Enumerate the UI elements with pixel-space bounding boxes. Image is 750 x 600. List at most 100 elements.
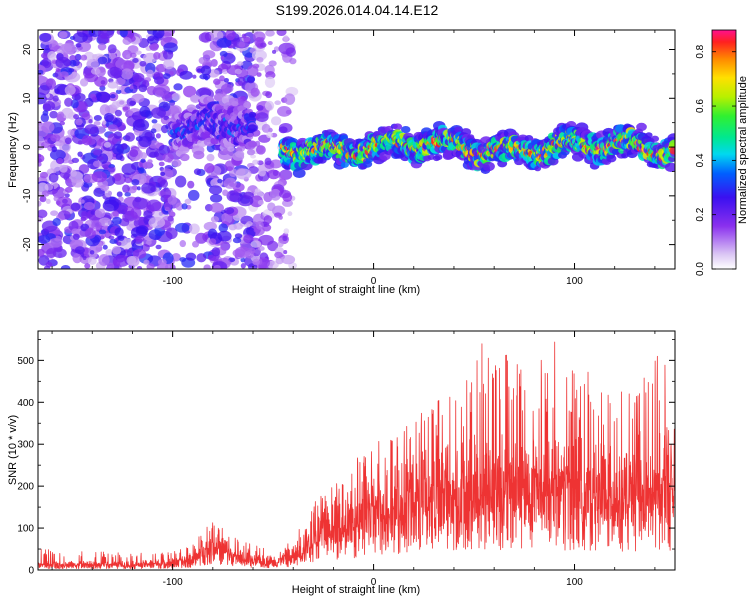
heatmap-cell (270, 116, 282, 126)
heatmap-cell (102, 244, 108, 250)
heatmap-cell (139, 106, 151, 117)
heatmap-cell (155, 133, 161, 139)
heatmap-cell (217, 230, 232, 242)
heatmap-cell (195, 232, 208, 244)
heatmap-cell (74, 92, 86, 102)
heatmap-cell (120, 68, 134, 80)
heatmap-cell (219, 50, 228, 58)
heatmap-cell (135, 50, 142, 55)
heatmap-cell (636, 122, 647, 132)
heatmap-cell (38, 125, 49, 138)
snr-panel: -100 0 100 0 100 200 300 400 500 Height of strai… (7, 330, 676, 596)
heatmap-cell (79, 78, 89, 87)
heatmap-cell (606, 154, 617, 163)
heatmap-cell (89, 250, 95, 255)
heatmap-cell (264, 76, 276, 88)
heatmap-cell (115, 77, 126, 86)
heatmap-cell (467, 134, 475, 140)
heatmap-cell (246, 221, 253, 227)
heatmap-cell (107, 81, 119, 89)
heatmap-cell (70, 169, 77, 177)
heatmap-cell (650, 135, 660, 142)
heatmap-cell (240, 263, 246, 269)
y-tick-label: 200 (17, 482, 34, 493)
heatmap-cell (249, 247, 256, 254)
heatmap-cell (90, 68, 101, 75)
heatmap-cell (146, 69, 155, 78)
heatmap-cell (129, 84, 134, 90)
heatmap-cell (664, 162, 675, 173)
heatmap-cell (179, 240, 187, 248)
heatmap-cell (283, 250, 288, 255)
heatmap-cell (139, 60, 147, 67)
heatmap-cell (264, 157, 272, 166)
heatmap-cell (179, 257, 187, 262)
heatmap-cell (122, 106, 129, 111)
heatmap-cell (64, 97, 73, 107)
heatmap-cell (173, 83, 183, 91)
snr-x-label: Height of straight line (km) (292, 584, 420, 596)
heatmap-cell (257, 199, 264, 206)
colorbar-label: Normalized spectral amplitude (737, 76, 749, 224)
heatmap-cell (138, 167, 145, 174)
heatmap-cell (282, 235, 288, 242)
heatmap-cell (150, 107, 166, 119)
heatmap-cell (112, 210, 119, 217)
heatmap-cell (223, 207, 235, 215)
heatmap-cell (74, 53, 82, 61)
heatmap-cell (206, 96, 214, 102)
heatmap-cell (260, 42, 267, 48)
heatmap-cell (669, 139, 675, 148)
heatmap-cell (131, 93, 145, 103)
heatmap-cell (138, 84, 148, 93)
heatmap-cell (250, 87, 260, 97)
heatmap-cell (256, 105, 264, 111)
heatmap-cell (107, 44, 117, 54)
heatmap-cell (73, 113, 80, 120)
heatmap-cell (64, 137, 72, 145)
heatmap-cell (226, 190, 240, 202)
heatmap-cell (235, 168, 252, 180)
heatmap-cell (135, 225, 149, 235)
heatmap-cell (255, 145, 266, 155)
heatmap-cell (60, 265, 71, 269)
heatmap-cell (193, 168, 202, 176)
colorbar: 0.0 0.2 0.4 0.6 0.8 Normalized spectral ampl… (695, 29, 749, 276)
heatmap-cell (135, 235, 145, 243)
heatmap-cell (175, 202, 184, 211)
heatmap-cell (38, 69, 44, 75)
heatmap-cell (283, 228, 290, 235)
heatmap-cell (81, 135, 92, 146)
heatmap-cell (258, 246, 265, 252)
heatmap-cell (150, 43, 159, 50)
heatmap-cell (132, 119, 150, 131)
heatmap-cell (162, 153, 174, 163)
heatmap-cell (49, 110, 58, 119)
heatmap-cell (243, 36, 251, 43)
heatmap-cell (223, 177, 237, 189)
heatmap-cell (265, 71, 276, 80)
heatmap-cell (248, 111, 257, 118)
heatmap-cell (259, 37, 265, 42)
heatmap-cell (206, 153, 215, 162)
heatmap-cell (246, 75, 255, 84)
heatmap-cell (92, 54, 98, 60)
heatmap-cell (64, 193, 70, 198)
heatmap-cell (198, 57, 207, 65)
heatmap-cell (269, 188, 282, 201)
heatmap-cell (99, 94, 110, 103)
heatmap-cell (84, 228, 96, 239)
heatmap-cell (255, 112, 269, 123)
spectrogram-x-label: Height of straight line (km) (292, 284, 420, 296)
snr-y-label: SNR (10 * v/v) (7, 415, 19, 485)
heatmap-cell (52, 95, 59, 102)
heatmap-cell (143, 259, 150, 265)
heatmap-cell (46, 248, 57, 259)
heatmap-cell (669, 146, 675, 155)
heatmap-cell (188, 223, 200, 235)
heatmap-cell (60, 43, 73, 53)
heatmap-cell (237, 195, 254, 207)
heatmap-cell (112, 216, 122, 225)
heatmap-cell (72, 233, 80, 240)
heatmap-cell (64, 85, 76, 96)
